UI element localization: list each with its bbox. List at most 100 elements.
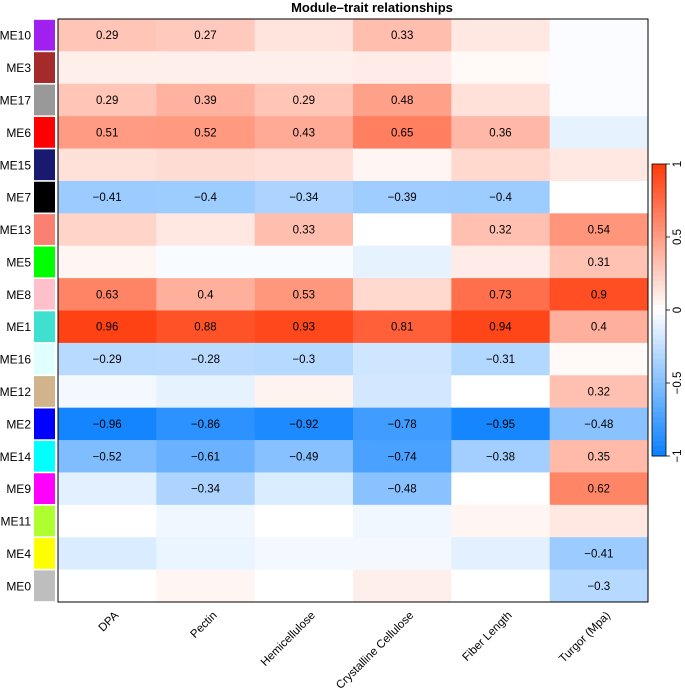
legend-tick-label: −1	[672, 449, 684, 462]
cell-value-label: 0.4	[591, 322, 608, 334]
cell-value-label: −0.41	[93, 192, 122, 204]
cell-value-label: −0.95	[486, 419, 515, 431]
heatmap-cell	[353, 342, 452, 376]
heatmap-cell	[156, 407, 256, 441]
legend-gradient-band	[652, 310, 666, 316]
heatmap-cell	[156, 537, 256, 571]
legend-gradient-band	[652, 256, 666, 262]
heatmap-cell	[254, 504, 354, 538]
module-row: ME9 −0.34 −0.48 0.62	[6, 472, 649, 506]
cell-value-label: 0.48	[391, 95, 413, 107]
module-row: ME7 −0.41 −0.4 −0.34 −0.39 −0.4	[6, 180, 649, 214]
heatmap-cell	[451, 569, 551, 603]
heatmap-cell	[549, 569, 649, 603]
legend-gradient-band	[652, 436, 666, 442]
cell-value-label: 0.33	[391, 30, 413, 42]
module-color-swatch	[34, 343, 55, 375]
row-label: ME1	[6, 320, 31, 334]
heatmap-cell	[549, 375, 649, 409]
cell-value-label: 0.43	[293, 127, 315, 139]
module-color-swatch	[34, 278, 55, 310]
heatmap-cell	[549, 148, 649, 182]
heatmap-cell	[353, 180, 452, 214]
heatmap-cell	[353, 569, 452, 603]
cell-value-label: −0.38	[486, 451, 515, 463]
row-label: ME5	[6, 255, 31, 269]
cell-value-label: −0.96	[93, 419, 122, 431]
legend-tick-label: −0.5	[672, 372, 684, 395]
heatmap-cell	[58, 19, 157, 52]
legend-gradient-band	[652, 412, 666, 418]
heatmap-cell	[254, 213, 354, 247]
row-label: ME16	[0, 353, 31, 367]
legend-gradient-band	[652, 339, 666, 345]
cell-value-label: −0.41	[584, 548, 613, 560]
legend-gradient-band	[652, 348, 666, 355]
heatmap-cell	[451, 213, 551, 247]
row-label: ME17	[0, 93, 31, 107]
cell-value-label: −0.39	[388, 192, 417, 204]
row-label: ME15	[0, 158, 31, 172]
heatmap-cell	[549, 504, 649, 538]
cell-value-label: −0.78	[388, 419, 417, 431]
legend-gradient-band	[652, 266, 666, 272]
legend-gradient-band	[652, 280, 666, 287]
heatmap-cell	[549, 278, 649, 311]
heatmap-cell	[353, 278, 452, 311]
heatmap-cell	[549, 440, 649, 473]
heatmap-cell	[156, 83, 256, 117]
heatmap-cell	[451, 83, 551, 117]
heatmap-cell	[353, 440, 452, 473]
cell-value-label: 0.31	[588, 257, 610, 269]
heatmap-cell	[58, 407, 157, 441]
heatmap-cell	[549, 310, 649, 344]
cell-value-label: 0.32	[489, 225, 511, 237]
cell-value-label: 0.65	[391, 127, 413, 139]
heatmap-cell	[58, 342, 157, 376]
column-label: Pectin	[189, 610, 220, 641]
legend-tick-label: 0	[672, 307, 684, 313]
heatmap-cell	[549, 245, 649, 279]
module-row: ME4 −0.41	[6, 537, 649, 571]
module-row: ME5 0.31	[6, 245, 649, 279]
heatmap-cell	[353, 407, 452, 441]
heatmap-cell	[58, 180, 157, 214]
heatmap-cell	[58, 537, 157, 571]
cell-value-label: 0.32	[588, 386, 610, 398]
heatmap-cell	[254, 342, 354, 376]
row-label: ME14	[0, 450, 31, 464]
heatmap-cell	[156, 245, 256, 279]
chart-title: Module–trait relationships	[291, 0, 453, 15]
legend-gradient-band	[652, 198, 666, 204]
cell-value-label: 0.73	[489, 289, 511, 301]
cell-value-label: −0.48	[584, 419, 613, 431]
heatmap-cell	[156, 569, 256, 603]
heatmap-cell	[254, 310, 354, 344]
legend-gradient-band	[652, 353, 666, 360]
column-labels: DPA Pectin Hemicellulose Crystalline Cellul…	[97, 609, 613, 690]
heatmap-cell	[58, 278, 157, 311]
heatmap-cell	[451, 440, 551, 473]
module-color-swatch	[34, 440, 55, 472]
heatmap-cell	[156, 148, 256, 182]
module-color-swatch	[34, 376, 55, 407]
heatmap-cell	[254, 537, 354, 571]
legend-gradient-band	[652, 407, 666, 413]
legend-gradient-band	[652, 334, 666, 340]
column-label: Hemicellulose	[259, 610, 318, 669]
legend-gradient-band	[652, 329, 666, 335]
legend-gradient-band	[652, 426, 666, 433]
module-color-swatch	[34, 505, 55, 537]
cell-value-label: 0.93	[293, 322, 315, 334]
legend-gradient-band	[652, 173, 666, 180]
heatmap-cell	[58, 213, 157, 247]
heatmap-cell	[254, 116, 354, 150]
heatmap-cell	[58, 375, 157, 409]
heatmap-cell	[353, 51, 452, 85]
module-color-swatch	[34, 538, 55, 569]
heatmap-cell	[156, 213, 256, 247]
row-label: ME7	[6, 191, 31, 205]
heatmap-cell	[156, 504, 256, 538]
legend-gradient-band	[652, 217, 666, 223]
